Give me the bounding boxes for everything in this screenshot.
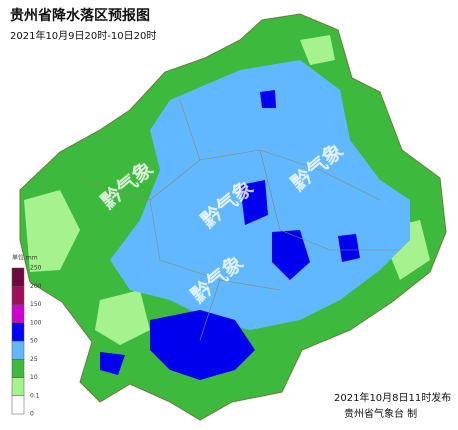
district-borders [79,99,400,341]
legend-level: 250 [30,265,42,272]
legend-level: 0.1 [30,392,40,399]
legend-swatch [11,377,25,396]
legend: 单位 mm 0 0.1 10 25 50 100 150 200 250 [11,254,42,418]
issuing-agency: 贵州省气象台 制 [344,407,417,420]
map-subtitle: 2021年10月9日20时-10日20时 [10,29,156,42]
heavy-rain-area [100,90,360,380]
legend-level: 100 [30,319,42,326]
legend-level: 0 [30,411,34,418]
map-title: 贵州省降水落区预报图 [10,7,150,24]
legend-level: 200 [30,283,42,290]
legend-level: 25 [30,356,38,363]
legend-swatch [11,340,25,360]
legend-swatch [11,267,25,287]
legend-swatch [11,395,25,415]
legend-swatch [11,359,25,378]
legend-unit: 单位 mm [12,254,38,262]
legend-level: 10 [30,374,38,381]
legend-swatch [11,286,25,305]
legend-swatch [11,304,25,323]
issue-time: 2021年10月8日11时发布 [334,391,451,404]
legend-swatch [11,322,25,342]
legend-level: 50 [30,338,38,345]
province-map [19,13,447,421]
legend-level: 150 [30,301,42,308]
